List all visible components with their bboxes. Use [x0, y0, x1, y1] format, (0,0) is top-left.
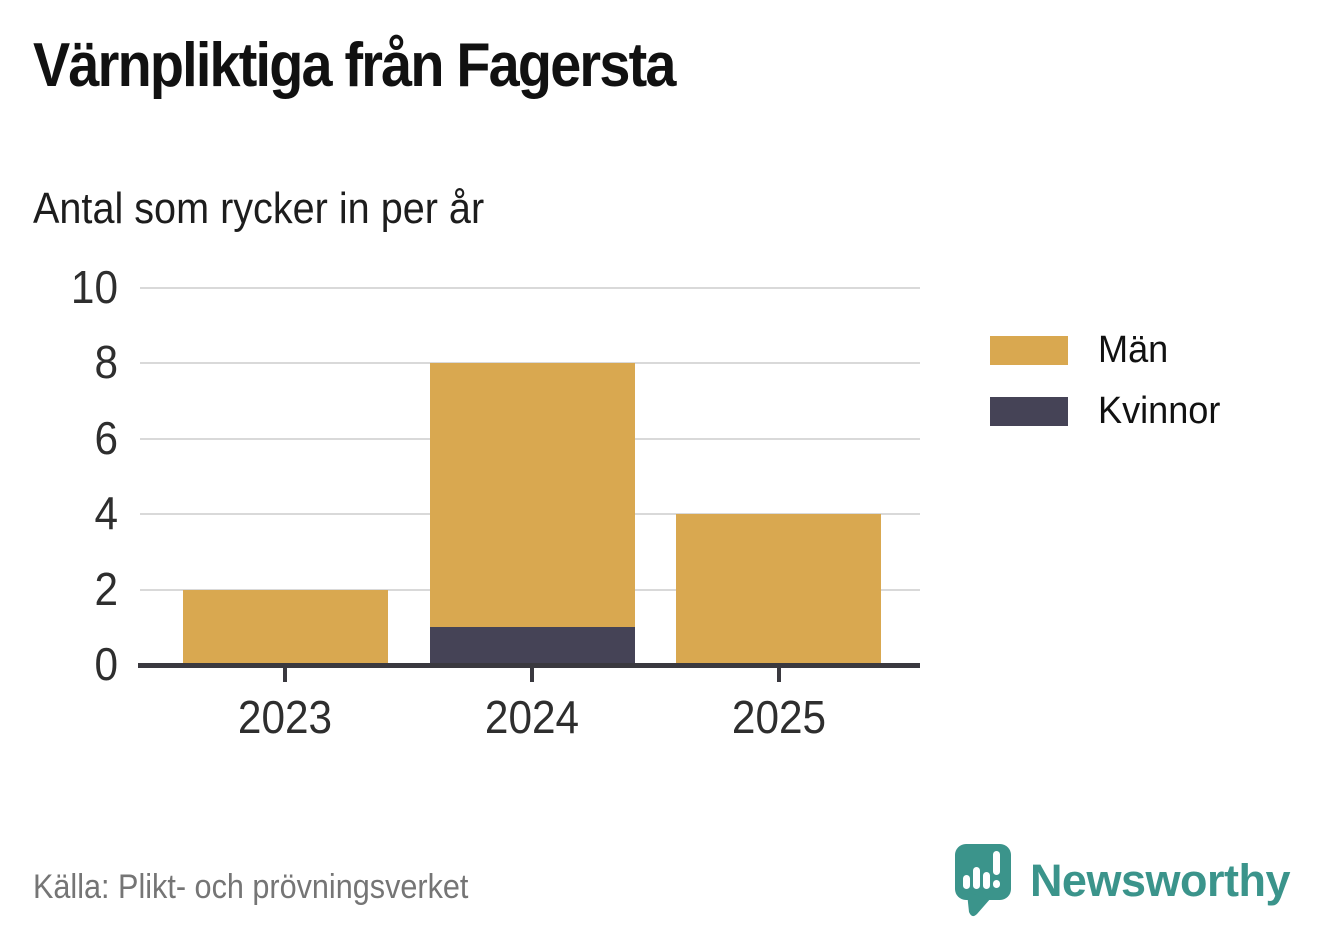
legend-label-women: Kvinnor	[1098, 390, 1221, 432]
x-tick-label-2024: 2024	[484, 691, 580, 743]
legend-swatch-women	[990, 397, 1068, 426]
legend: Män Kvinnor	[990, 329, 1227, 433]
bar-segment-2025-man	[676, 514, 882, 665]
chart-subtitle: Antal som rycker in per år	[33, 184, 485, 233]
y-tick-label-8: 8	[94, 336, 118, 389]
y-tick-label-10: 10	[70, 261, 118, 313]
gridline-10	[140, 287, 920, 289]
speech-bubble-chart-icon	[954, 843, 1014, 919]
legend-label-men: Män	[1098, 329, 1169, 371]
source-note: Källa: Plikt- och prövningsverket	[33, 868, 469, 906]
x-tick-label-2025: 2025	[731, 691, 826, 743]
bar-segment-2024-kvinnor	[429, 627, 635, 665]
x-axis-line	[138, 663, 920, 668]
y-tick-label-6: 6	[94, 411, 118, 464]
bar-segment-2023-man	[182, 589, 388, 665]
x-tick-mark-2024	[530, 668, 534, 682]
brand-name: Newsworthy	[1029, 855, 1291, 906]
legend-swatch-men	[990, 336, 1068, 365]
x-tick-mark-2025	[776, 668, 781, 682]
y-tick-label-2: 2	[94, 562, 118, 615]
y-tick-label-0: 0	[94, 638, 118, 690]
chart-title: Värnpliktiga från Fagersta	[33, 31, 676, 100]
legend-item-women: Kvinnor	[990, 390, 1227, 433]
y-tick-label-4: 4	[94, 487, 118, 540]
legend-item-men: Män	[990, 329, 1227, 372]
bar-segment-2024-man	[429, 363, 635, 628]
brand-logo: Newsworthy	[954, 843, 1291, 919]
x-tick-mark-2023	[283, 668, 288, 682]
x-tick-label-2023: 2023	[238, 691, 333, 743]
